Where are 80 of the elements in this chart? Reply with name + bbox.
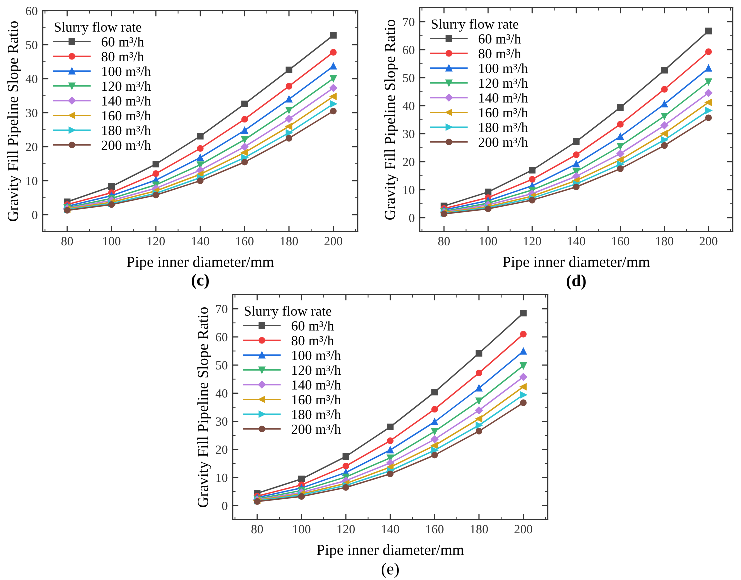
y-tick-label: 40 [26, 75, 38, 84]
y-axis-title: Gravity Fill Pipeline Slope Ratio [198, 308, 212, 508]
legend-label: 180 m³/h [292, 410, 342, 420]
y-tick-label: 30 [403, 130, 415, 138]
legend-label: 60 m³/h [102, 37, 144, 47]
y-axis-title: Gravity Fill Pipeline Slope Ratio [8, 22, 22, 222]
x-tick-label: 200 [324, 237, 342, 246]
text: (c) [192, 274, 210, 290]
y-tick-label: 0 [409, 214, 415, 222]
x-tick-label: 100 [293, 525, 311, 534]
x-tick-label: 140 [192, 237, 210, 246]
legend-label: 60 m³/h [478, 34, 522, 44]
y-tick-label: 40 [402, 102, 415, 110]
legend-title: Slurry flow rate [245, 306, 332, 319]
x-axis-title: Pipe inner diameter/mm [317, 544, 464, 558]
y-tick-label: 20 [403, 158, 415, 166]
legend-label: 120 m³/h [292, 365, 342, 376]
x-tick-label: 180 [470, 525, 488, 534]
y-tick-label: 20 [26, 143, 38, 152]
legend-label: 120 m³/h [480, 78, 528, 88]
y-tick-label: 0 [32, 211, 38, 220]
x-tick-label: 100 [480, 237, 498, 246]
y-tick-label: 60 [403, 46, 415, 54]
x-tick-label: 100 [103, 237, 121, 246]
y-tick-label: 10 [216, 474, 228, 482]
x-tick-label: 80 [438, 237, 450, 246]
x-tick-label: 160 [426, 525, 444, 534]
legend-label: 100 m³/h [480, 64, 528, 74]
y-tick-label: 50 [216, 361, 228, 370]
legend-title: Slurry flow rate [55, 22, 142, 35]
x-tick-label: 140 [382, 525, 400, 534]
legend-label: 160 m³/h [102, 110, 152, 121]
y-tick-label: 70 [216, 305, 228, 314]
x-axis-title: Pipe inner diameter/mm [503, 256, 650, 270]
y-tick-label: 30 [216, 418, 228, 426]
x-tick-label: 160 [236, 237, 254, 246]
legend-label: 160 m³/h [480, 108, 528, 118]
legend-label: 180 m³/h [102, 126, 152, 136]
x-tick-label: 80 [252, 525, 264, 534]
y-tick-label: 10 [26, 177, 38, 186]
x-tick-label: 200 [700, 237, 718, 246]
x-tick-label: 180 [656, 237, 674, 246]
y-tick-label: 0 [222, 502, 228, 510]
x-tick-label: 160 [612, 237, 630, 246]
x-tick-label: 120 [338, 525, 356, 534]
x-tick-label: 120 [524, 237, 542, 246]
legend-label: 60 m³/h [292, 321, 334, 331]
legend-label: 140 m³/h [292, 380, 342, 390]
legend-label: 160 m³/h [292, 394, 342, 405]
y-axis-title: Gravity Fill Pipeline Slope Ratio [384, 20, 398, 220]
legend-label: 140 m³/h [102, 96, 152, 106]
y-tick-label: 50 [403, 74, 415, 82]
legend-title: Slurry flow rate [432, 19, 519, 32]
x-tick-label: 200 [514, 525, 532, 534]
y-tick-label: 30 [26, 109, 38, 118]
text: (e) [382, 563, 400, 578]
y-tick-label: 50 [26, 41, 38, 50]
text: (d) [567, 274, 586, 290]
y-tick-label: 10 [404, 186, 415, 194]
legend-label: 200 m³/h [292, 424, 342, 434]
legend-label: 100 m³/h [102, 66, 152, 76]
legend-label: 140 m³/h [480, 93, 528, 103]
x-tick-label: 140 [568, 237, 586, 246]
legend-label: 200 m³/h [478, 137, 528, 148]
legend-label: 180 m³/h [480, 122, 528, 132]
x-axis-title: Pipe inner diameter/mm [127, 256, 274, 270]
legend-label: 80 m³/h [292, 336, 334, 346]
y-tick-label: 20 [216, 446, 228, 454]
legend-label: 80 m³/h [478, 48, 522, 59]
x-tick-label: 80 [62, 237, 74, 246]
x-tick-label: 180 [280, 237, 298, 246]
x-tick-label: 120 [148, 237, 166, 246]
y-tick-label: 60 [26, 7, 38, 16]
legend-label: 80 m³/h [102, 52, 144, 62]
legend-label: 100 m³/h [292, 350, 342, 360]
y-tick-label: 60 [216, 333, 228, 342]
y-tick-label: 70 [403, 18, 415, 26]
y-tick-label: 40 [216, 389, 228, 398]
legend-label: 200 m³/h [102, 140, 152, 150]
legend-label: 120 m³/h [102, 81, 152, 92]
